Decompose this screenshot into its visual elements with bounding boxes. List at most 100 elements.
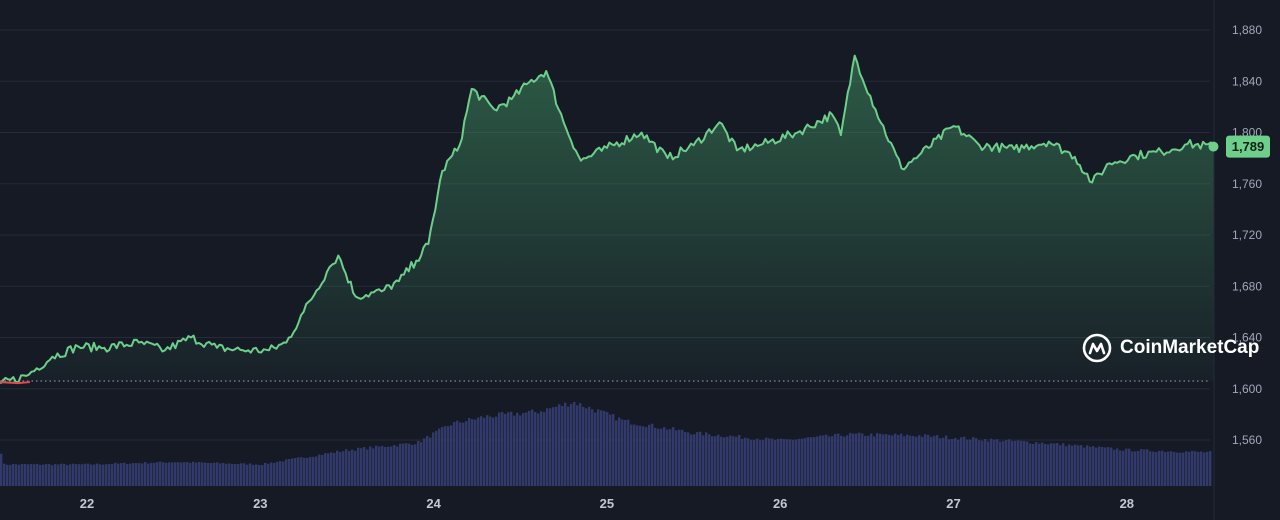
volume-bar [300,457,303,486]
y-tick-label: 1,560 [1232,433,1262,447]
volume-bar [804,438,807,486]
volume-bar [459,422,462,486]
volume-bar [702,435,705,486]
volume-bar [687,432,690,486]
volume-bar [669,429,672,486]
volume-bar [807,437,810,486]
volume-bar [237,463,240,486]
volume-bar [717,434,720,486]
volume-bar [504,413,507,486]
volume-bar [507,412,510,486]
volume-bar [561,406,564,486]
volume-bar [732,436,735,486]
volume-bar [822,435,825,486]
volume-bar [105,464,108,486]
volume-bar [1056,443,1059,486]
volume-bar [36,463,39,486]
volume-bar [156,462,159,486]
volume-bar [723,437,726,486]
volume-bar [78,464,81,486]
volume-bar [1044,443,1047,486]
volume-bar [303,457,306,486]
volume-bar [1191,450,1194,486]
volume-bar [204,462,207,486]
coinmarketcap-watermark: CoinMarketCap [1082,333,1259,363]
volume-bar [912,435,915,486]
volume-bar [870,433,873,486]
watermark-text: CoinMarketCap [1120,337,1260,358]
volume-bar [585,408,588,486]
volume-bar [714,436,717,486]
volume-bar [810,437,813,486]
volume-bar [1053,443,1056,486]
volume-bar [63,463,66,486]
volume-bar [345,449,348,486]
volume-bar [570,403,573,486]
volume-bar [978,440,981,486]
volume-bar [1017,440,1020,486]
volume-bar [1098,446,1101,486]
volume-bar [111,464,114,486]
volume-bar [609,414,612,486]
volume-bar [312,456,315,486]
volume-bar [399,443,402,486]
volume-bar [915,436,918,486]
volume-bar [48,464,51,486]
volume-bar [306,457,309,486]
volume-bar [1203,452,1206,486]
volume-bar [1143,449,1146,486]
current-price-marker[interactable]: 1,789 [1208,135,1270,158]
volume-bar [741,438,744,486]
volume-bar [783,439,786,486]
volume-bar [774,440,777,486]
volume-bar [1200,451,1203,486]
volume-bar [456,420,459,486]
volume-bar [690,434,693,486]
volume-bar [891,435,894,486]
volume-bar [615,420,618,486]
volume-bar [186,462,189,486]
volume-bar [201,462,204,486]
volume-bar [600,410,603,486]
volume-bar [405,443,408,486]
volume-bar [474,419,477,486]
volume-bar [972,437,975,486]
volume-bar [1128,448,1131,486]
volume-bar [627,419,630,486]
volume-bar [597,409,600,486]
volume-bar [729,435,732,486]
volume-bar [1005,439,1008,486]
volume-bar [267,463,270,486]
volume-bar [123,462,126,486]
y-tick-label: 1,840 [1232,74,1262,88]
volume-bar [1047,444,1050,486]
volume-bar [591,409,594,486]
x-axis: 22 23 24 25 26 27 28 [80,496,1134,511]
price-area-fill [0,55,1214,384]
y-tick-label: 1,680 [1232,279,1262,293]
volume-bar [486,415,489,486]
volume-bar [213,462,216,486]
volume-bar [492,417,495,486]
volume-bar [519,415,522,486]
volume-bar [681,429,684,486]
volume-bar [720,436,723,486]
volume-bar [297,457,300,486]
volume-bar [1140,449,1143,486]
volume-bar [150,462,153,486]
volume-bar [147,463,150,486]
volume-bar [588,406,591,486]
volume-bar [1158,450,1161,486]
volume-bar [897,434,900,486]
volume-bar [831,436,834,486]
volume-bar [636,425,639,486]
volume-bar [360,448,363,486]
volume-bar [1206,451,1209,486]
volume-bar [234,463,237,486]
volume-bar [834,433,837,486]
volume-bar [93,464,96,486]
volume-bar [855,433,858,486]
volume-bar [522,413,525,486]
volume-bar [135,463,138,486]
volume-bar [951,438,954,486]
